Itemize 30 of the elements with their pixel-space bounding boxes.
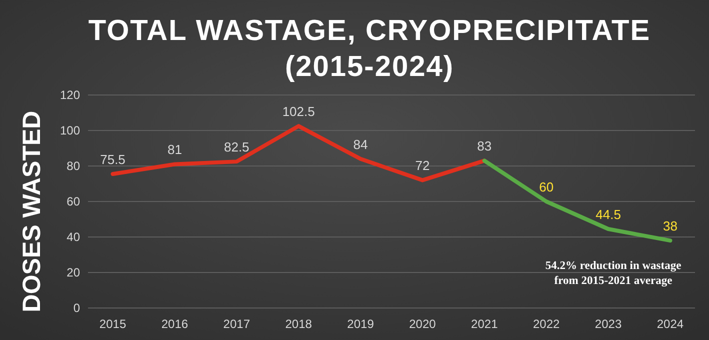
y-tick-label: 120 — [60, 88, 80, 102]
x-tick-label: 2021 — [471, 317, 498, 331]
x-tick-label: 2016 — [161, 317, 188, 331]
x-tick-label: 2024 — [656, 317, 684, 331]
data-label: 44.5 — [596, 207, 621, 222]
data-label: 60 — [539, 180, 554, 194]
y-tick-label: 40 — [66, 230, 80, 244]
data-label: 81 — [167, 142, 182, 158]
data-label: 75.5 — [100, 152, 126, 167]
x-tick-label: 2022 — [532, 317, 560, 331]
data-label: 82.5 — [224, 140, 250, 155]
x-tick-label: 2017 — [223, 317, 250, 331]
data-label: 72 — [415, 158, 430, 174]
chart-title: TOTAL WASTAGE, CRYOPRECIPITATE (2015-2024) — [88, 15, 651, 83]
x-tick-label: 2015 — [99, 317, 126, 331]
y-axis-title: DOSES WASTED — [18, 110, 46, 312]
data-label: 38 — [662, 218, 678, 234]
data-label: 83 — [477, 138, 492, 154]
y-tick-label: 0 — [73, 301, 80, 315]
x-tick-label: 2023 — [594, 317, 622, 331]
x-tick-label: 2019 — [347, 317, 374, 331]
y-tick-label: 80 — [66, 159, 80, 173]
annotation: 54.2% reduction in wastage from 2015-2021 average — [545, 260, 682, 287]
y-tick-label: 60 — [66, 194, 80, 208]
y-tick-label: 100 — [60, 124, 80, 138]
data-label: 84 — [353, 136, 368, 152]
x-tick-label: 2020 — [409, 317, 436, 331]
y-tick-label: 20 — [66, 266, 80, 280]
data-label: 102.5 — [282, 104, 315, 120]
x-tick-label: 2018 — [285, 317, 312, 331]
